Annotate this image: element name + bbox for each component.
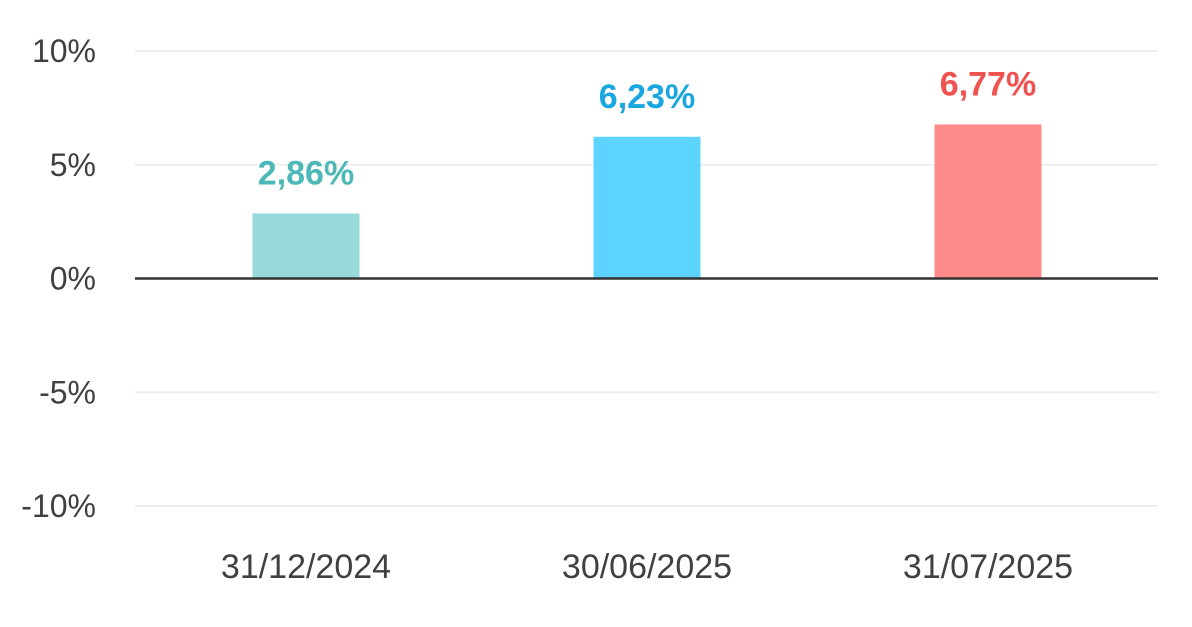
y-tick-label: 10%	[32, 33, 96, 69]
data-label: 6,23%	[599, 78, 695, 116]
data-label: 2,86%	[258, 154, 354, 192]
x-axis-category-labels: 31/12/2024 30/06/2025 31/07/2025	[221, 548, 1073, 586]
x-category-label: 30/06/2025	[562, 548, 732, 586]
bar	[934, 124, 1042, 279]
bars	[252, 124, 1042, 279]
y-tick-label: -5%	[39, 374, 96, 410]
y-axis-tick-labels: 10% 5% 0% -5% -10%	[21, 33, 96, 524]
x-category-label: 31/07/2025	[903, 548, 1073, 586]
y-tick-label: 0%	[50, 261, 96, 297]
data-label: 6,77%	[940, 65, 1036, 103]
bar	[593, 136, 701, 279]
x-category-label: 31/12/2024	[221, 548, 391, 586]
y-tick-label: 5%	[50, 147, 96, 183]
data-labels: 2,86% 6,23% 6,77%	[258, 65, 1036, 192]
bar	[252, 213, 360, 279]
y-tick-label: -10%	[21, 488, 96, 524]
